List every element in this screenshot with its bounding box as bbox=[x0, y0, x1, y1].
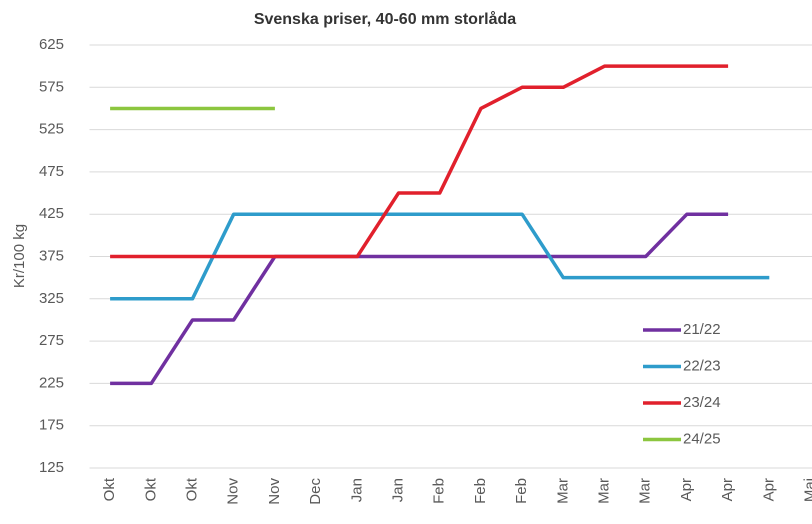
y-tick-label: 375 bbox=[39, 247, 64, 264]
x-tick-label: Feb bbox=[513, 478, 530, 504]
x-tick-label: Mai bbox=[801, 478, 812, 502]
y-tick-label: 525 bbox=[39, 121, 64, 138]
x-tick-label: Nov bbox=[266, 478, 283, 505]
chart-title: Svenska priser, 40-60 mm storlåda bbox=[254, 10, 516, 28]
legend-label: 21/22 bbox=[683, 321, 721, 338]
x-tick-label: Mar bbox=[637, 478, 654, 504]
x-tick-label: Mar bbox=[554, 478, 571, 504]
y-tick-label: 575 bbox=[39, 78, 64, 95]
x-tick-label: Mar bbox=[595, 478, 612, 504]
x-tick-label: Okt bbox=[101, 477, 118, 501]
y-tick-label: 625 bbox=[39, 36, 64, 53]
series-line bbox=[110, 212, 770, 301]
y-tick-label: 475 bbox=[39, 163, 64, 180]
x-tick-label: Apr bbox=[719, 478, 736, 501]
y-tick-label: 325 bbox=[39, 290, 64, 307]
x-tick-label: Apr bbox=[678, 478, 695, 501]
legend-label: 23/24 bbox=[683, 394, 721, 411]
x-tick-label: Apr bbox=[760, 478, 777, 501]
x-tick-label: Jan bbox=[389, 478, 406, 502]
x-tick-label: Okt bbox=[183, 477, 200, 501]
series-line bbox=[110, 64, 729, 259]
x-tick-label: Dec bbox=[307, 478, 324, 505]
x-tick-label: Jan bbox=[348, 478, 365, 502]
y-tick-label: 225 bbox=[39, 374, 64, 391]
x-tick-label: Feb bbox=[431, 478, 448, 504]
y-tick-label: 425 bbox=[39, 205, 64, 222]
x-tick-label: Feb bbox=[472, 478, 489, 504]
y-tick-label: 125 bbox=[39, 459, 64, 476]
y-tick-label: 175 bbox=[39, 417, 64, 434]
series-line bbox=[110, 212, 729, 386]
legend-label: 24/25 bbox=[683, 430, 721, 447]
y-axis-title: Kr/100 kg bbox=[11, 224, 28, 288]
legend-label: 22/23 bbox=[683, 357, 721, 374]
y-tick-label: 275 bbox=[39, 332, 64, 349]
x-tick-label: Nov bbox=[225, 478, 242, 505]
x-tick-label: Okt bbox=[142, 477, 159, 501]
